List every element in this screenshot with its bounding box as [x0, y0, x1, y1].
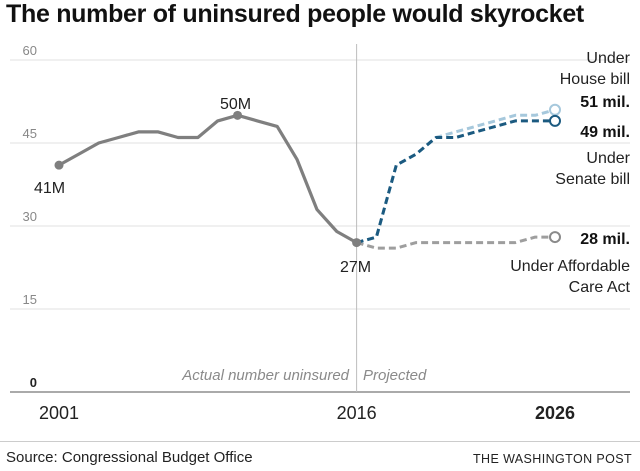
x-tick-label: 2026: [535, 403, 575, 423]
y-tick-label: 45: [23, 126, 37, 141]
house-bill-label-line1: Under: [586, 50, 630, 67]
data-point-marker: [549, 103, 561, 116]
data-point-marker: [352, 238, 362, 248]
y-tick-label: 0: [30, 375, 37, 390]
zone-label-projected: Projected: [363, 367, 427, 384]
zone-label-actual: Actual number uninsured: [181, 367, 349, 384]
aca-value: 28 mil.: [580, 231, 630, 248]
x-tick-label: 2001: [39, 403, 79, 423]
publisher-credit: THE WASHINGTON POST: [473, 452, 632, 466]
peak-value-label: 50M: [220, 96, 251, 113]
data-point-marker: [54, 160, 64, 170]
annotations: Actual number uninsured Projected 41M 50…: [34, 50, 631, 384]
x-axis: 2001 2016 2026: [39, 403, 575, 423]
y-tick-label: 15: [23, 292, 37, 307]
series-line-senate: [356, 119, 555, 245]
series-markers: [54, 103, 561, 248]
footer-divider: [0, 441, 640, 442]
senate-bill-value: 49 mil.: [580, 124, 630, 141]
senate-bill-label-line2: Senate bill: [555, 171, 630, 188]
series-lines: [58, 108, 556, 250]
series-line-actual: [58, 113, 358, 244]
y-tick-label: 30: [23, 209, 37, 224]
y-tick-label: 60: [23, 43, 37, 58]
data-point-marker: [549, 231, 561, 244]
low-value-label: 27M: [340, 259, 371, 276]
data-point-marker: [549, 114, 561, 127]
series-line-house: [356, 108, 556, 245]
x-tick-label: 2016: [337, 403, 377, 423]
start-value-label: 41M: [34, 180, 65, 197]
aca-label-line1: Under Affordable: [510, 258, 630, 275]
gridlines: [10, 44, 630, 393]
chart-title: The number of uninsured people would sky…: [6, 0, 584, 28]
senate-bill-label-line1: Under: [586, 150, 630, 167]
house-bill-value: 51 mil.: [580, 94, 630, 111]
series-line-aca: [356, 235, 555, 250]
data-point-marker: [233, 110, 243, 120]
aca-label-line2: Care Act: [569, 279, 631, 296]
house-bill-label-line2: House bill: [560, 71, 630, 88]
source-note: Source: Congressional Budget Office: [6, 449, 253, 466]
y-axis: 0 15 30 45 60: [23, 43, 37, 390]
